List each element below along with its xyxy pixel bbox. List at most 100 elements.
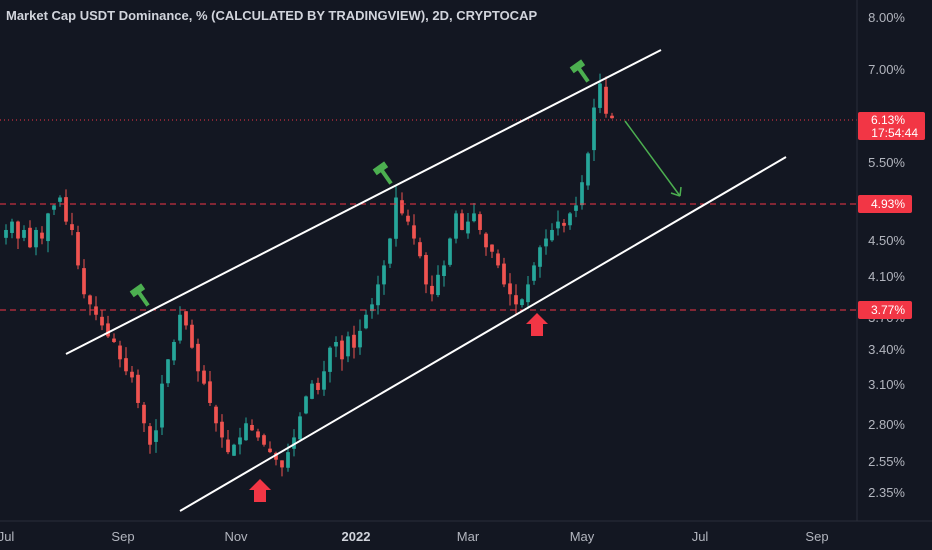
candle-body	[202, 370, 206, 384]
candle-body	[10, 221, 14, 233]
candle-body	[178, 314, 182, 341]
candle-body	[544, 238, 548, 247]
candle-body	[604, 86, 608, 114]
candle-body	[196, 343, 200, 372]
upper-channel-line	[65, 49, 662, 355]
candle-body	[244, 423, 248, 441]
candle-body	[526, 284, 530, 303]
candle-body	[172, 341, 176, 361]
candle-body	[586, 153, 590, 186]
candle-body	[190, 324, 194, 348]
candle-body	[310, 383, 314, 399]
projection-arrow-head	[670, 186, 682, 197]
time-axis-label: 2022	[342, 529, 371, 544]
candle-body	[466, 221, 470, 234]
candle-body	[388, 238, 392, 264]
candle-body	[34, 229, 38, 248]
price-axis-label: 4.50%	[868, 233, 905, 248]
candle-body	[364, 314, 368, 329]
price-axis-label: 3.10%	[868, 377, 905, 392]
candle-body	[328, 347, 332, 372]
candle-body	[136, 374, 140, 403]
candle-body	[334, 341, 338, 347]
price-axis-label: 2.80%	[868, 417, 905, 432]
candle-body	[562, 222, 566, 226]
candle-body	[4, 229, 8, 238]
candle-body	[274, 452, 278, 460]
candle-body	[22, 229, 26, 238]
candle-body	[232, 444, 236, 456]
candle-body	[460, 213, 464, 230]
candle-body	[16, 221, 20, 239]
countdown-label: 17:54:44	[871, 126, 918, 140]
candle-body	[262, 435, 266, 445]
candle-body	[376, 284, 380, 306]
candle-body	[298, 416, 302, 440]
candle-body	[502, 263, 506, 285]
candle-body	[406, 215, 410, 222]
candle-body	[340, 340, 344, 360]
price-axis-label: 7.00%	[868, 62, 905, 77]
candle-body	[358, 330, 362, 348]
candle-body	[574, 205, 578, 211]
up-arrow-marker	[249, 479, 271, 502]
current-price-tag	[858, 112, 925, 140]
candle-body	[352, 334, 356, 348]
candle-body	[490, 244, 494, 252]
candle-body	[100, 316, 104, 326]
projection-arrow-line	[624, 120, 681, 197]
candle-body	[184, 311, 188, 326]
hammer-head	[569, 59, 586, 74]
candle-body	[520, 299, 524, 306]
hammer-handle	[137, 291, 150, 307]
price-axis-label: 2.55%	[868, 454, 905, 469]
time-axis-label: Mar	[457, 529, 480, 544]
hammer-marker	[569, 59, 590, 83]
candle-body	[268, 448, 272, 453]
time-axis-label: Sep	[805, 529, 828, 544]
candle-body	[142, 404, 146, 424]
price-axis-label: 3.40%	[868, 342, 905, 357]
candle-body	[484, 233, 488, 248]
candle-body	[106, 323, 110, 337]
level-price-tag	[858, 301, 912, 319]
time-axis[interactable]: Jul Sep Nov 2022 Mar May Jul Sep	[0, 529, 829, 544]
candle-body	[346, 336, 350, 357]
level-price-label: 3.77%	[871, 303, 905, 317]
hammer-marker	[129, 283, 150, 307]
candle-body	[160, 383, 164, 428]
candle-body	[280, 460, 284, 468]
candle-body	[124, 358, 128, 372]
candle-body	[496, 253, 500, 266]
candle-body	[154, 430, 158, 442]
candle-body	[442, 265, 446, 276]
hammer-handle	[577, 67, 590, 83]
channel-trendlines	[65, 49, 787, 512]
candle-body	[166, 359, 170, 384]
candle-body	[472, 213, 476, 222]
candle-body	[94, 306, 98, 315]
candle-body	[220, 421, 224, 438]
candle-body	[238, 437, 242, 445]
candle-body	[478, 214, 482, 230]
candle-body	[448, 238, 452, 265]
price-axis-label: 8.00%	[868, 10, 905, 25]
candle-body	[382, 265, 386, 285]
hammer-head	[129, 283, 146, 298]
candle-body	[424, 255, 428, 285]
price-axis-label: 2.35%	[868, 485, 905, 500]
candle-body	[532, 265, 536, 281]
chart-title: Market Cap USDT Dominance, % (CALCULATED…	[6, 8, 538, 23]
candle-body	[370, 304, 374, 312]
candle-body	[28, 227, 32, 248]
candle-body	[214, 406, 218, 424]
time-axis-label: Jul	[692, 529, 709, 544]
candle-body	[412, 225, 416, 239]
candle-body	[286, 452, 290, 468]
price-tags: 6.13%17:54:44 4.93% 3.77%	[858, 112, 925, 319]
level-price-tag	[858, 195, 912, 213]
price-axis-label: 4.10%	[868, 269, 905, 284]
